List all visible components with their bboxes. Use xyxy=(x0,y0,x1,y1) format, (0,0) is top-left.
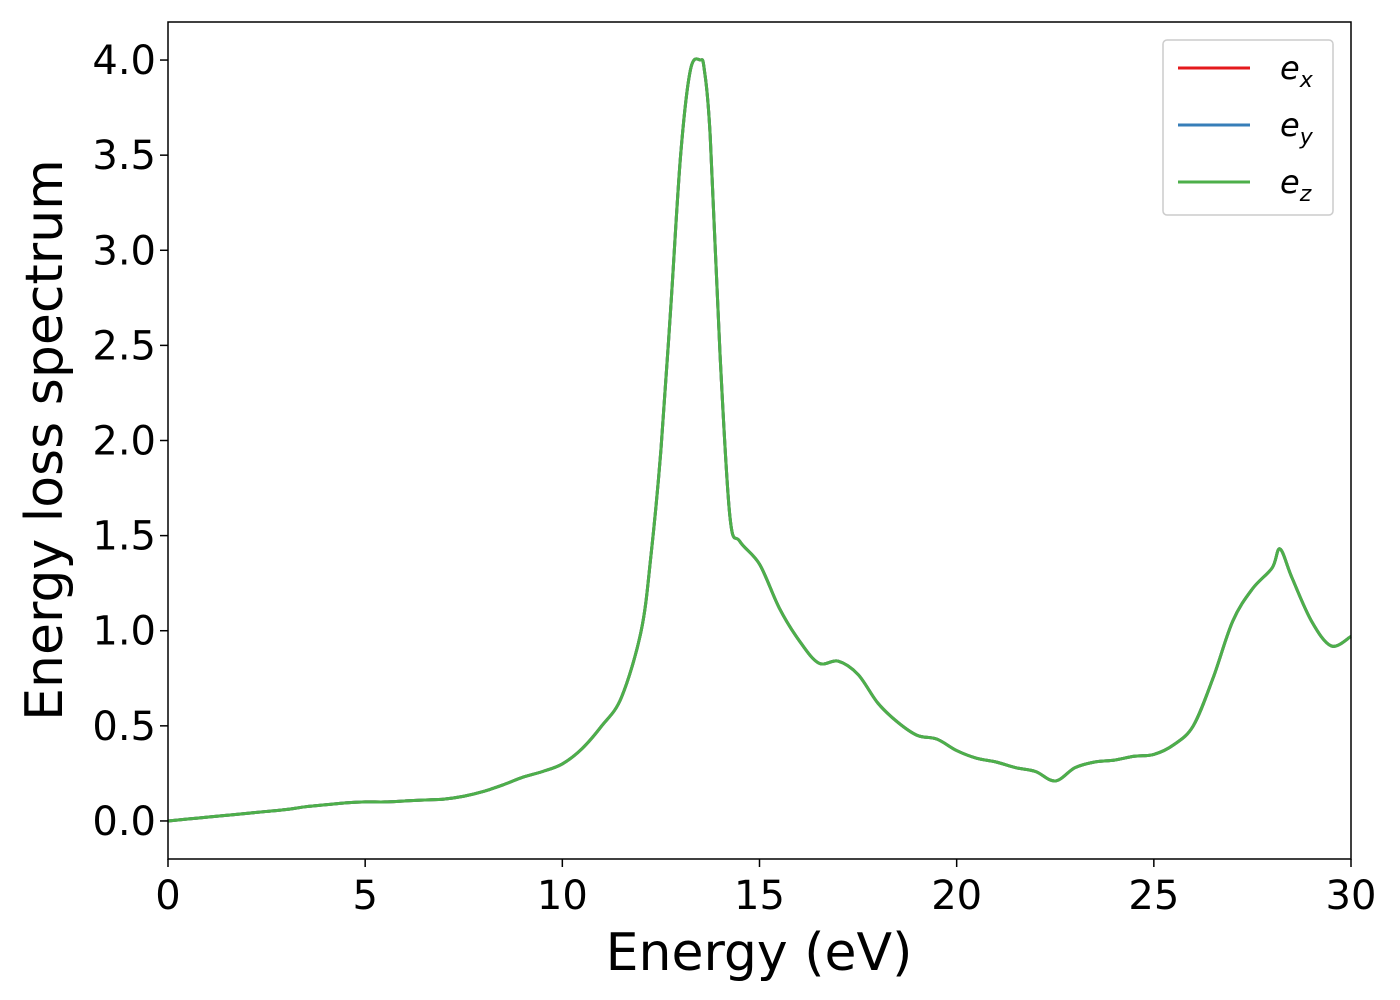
x-axis-ticks: 0 5 10 15 20 25 30 xyxy=(155,859,1376,919)
y-tick-label: 0.0 xyxy=(92,799,156,845)
legend-frame xyxy=(1162,39,1334,216)
x-tick-label: 30 xyxy=(1326,873,1377,919)
legend-label-ey: ey xyxy=(1280,106,1314,150)
y-tick-label: 4.0 xyxy=(92,38,156,84)
y-tick-label: 3.5 xyxy=(92,133,156,179)
series-line-ez xyxy=(167,57,1352,823)
y-tick-label: 3.0 xyxy=(92,228,156,274)
legend-label-ez: ez xyxy=(1280,163,1312,207)
x-tick-label: 20 xyxy=(931,873,982,919)
y-tick-label: 2.5 xyxy=(92,323,156,369)
legend-items: ex ey ez xyxy=(1178,49,1314,207)
y-axis-ticks: 0.0 0.5 1.0 1.5 2.0 2.5 3.0 3.5 4.0 xyxy=(92,38,168,845)
legend-label-ex: ex xyxy=(1280,49,1314,93)
x-tick-label: 15 xyxy=(734,873,785,919)
y-axis-label: Energy loss spectrum xyxy=(15,159,75,721)
x-tick-label: 5 xyxy=(352,873,377,919)
x-tick-label: 25 xyxy=(1128,873,1179,919)
y-tick-label: 1.5 xyxy=(92,514,156,560)
y-tick-label: 2.0 xyxy=(92,419,156,465)
y-tick-label: 0.5 xyxy=(92,704,156,750)
y-tick-label: 1.0 xyxy=(92,609,156,655)
x-tick-label: 10 xyxy=(537,873,588,919)
x-tick-label: 0 xyxy=(155,873,180,919)
x-axis-label: Energy (eV) xyxy=(606,923,913,983)
series-layer xyxy=(167,57,1352,823)
legend: ex ey ez xyxy=(1162,39,1334,216)
